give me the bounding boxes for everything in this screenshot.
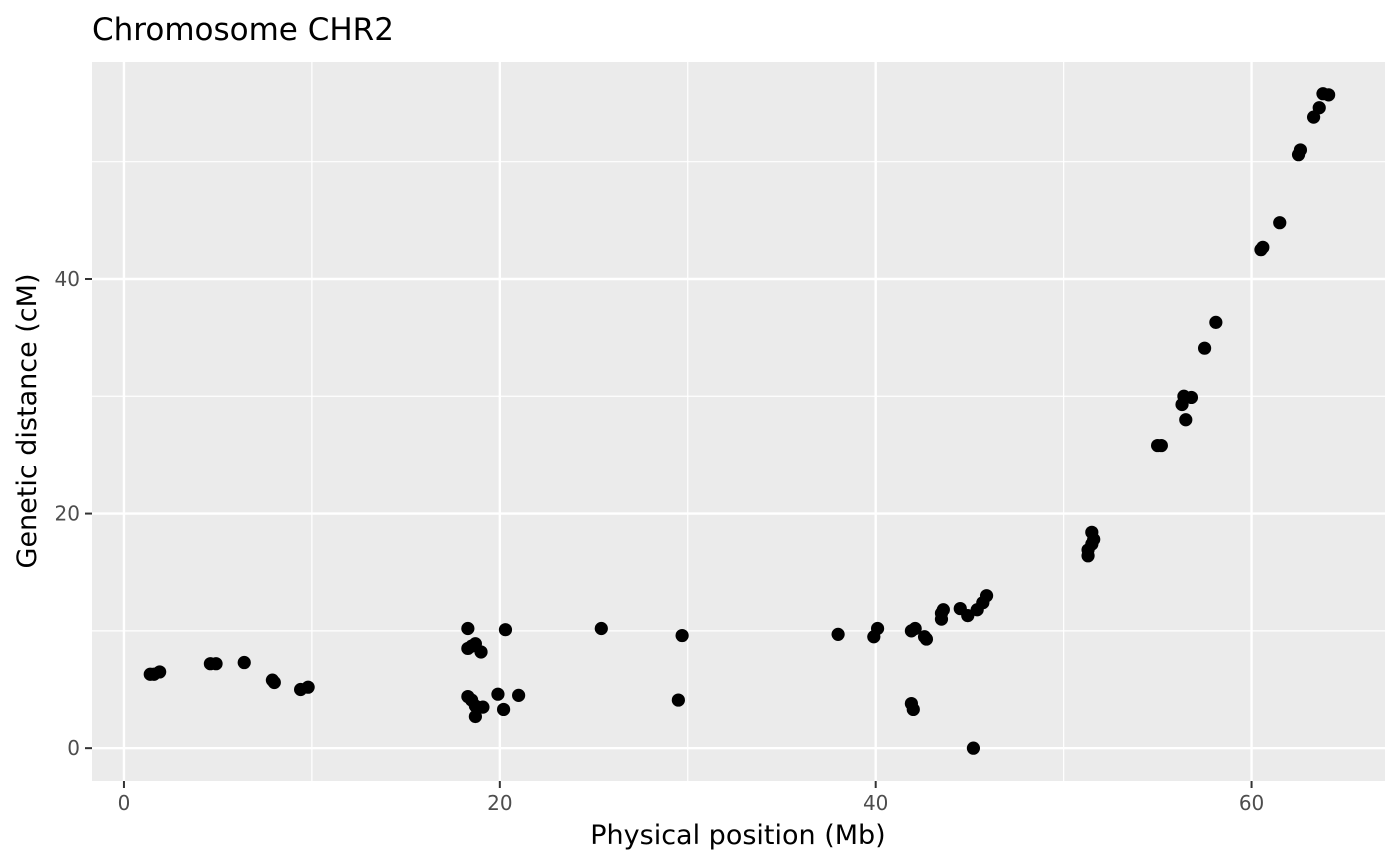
data-point <box>153 665 167 679</box>
x-tick-label: 40 <box>863 791 888 815</box>
plot-panel <box>92 62 1385 781</box>
data-point <box>474 645 488 659</box>
x-axis-title: Physical position (Mb) <box>590 820 885 851</box>
data-point <box>1209 315 1223 329</box>
data-point <box>671 693 685 707</box>
data-point <box>961 609 975 623</box>
data-point <box>301 680 315 694</box>
data-point <box>1179 413 1193 427</box>
data-point <box>498 623 513 637</box>
y-tick-label: 0 <box>67 736 80 760</box>
data-point <box>209 657 223 671</box>
tick-labels: 0 20 40 60 0 20 40 <box>55 267 1265 815</box>
data-point <box>1312 101 1326 115</box>
data-point <box>908 621 922 636</box>
chart-title: Chromosome CHR2 <box>92 12 394 48</box>
data-point <box>966 741 981 755</box>
data-point <box>496 702 511 717</box>
data-point <box>267 675 281 690</box>
data-point <box>934 612 949 626</box>
data-point <box>831 627 845 641</box>
data-point <box>919 632 934 646</box>
data-point <box>1256 240 1270 254</box>
data-point <box>1293 143 1308 157</box>
data-points <box>143 87 1336 755</box>
axis-ticks <box>85 277 1253 788</box>
data-point <box>1154 438 1168 453</box>
y-tick-label: 40 <box>55 267 80 291</box>
data-point <box>1085 525 1099 539</box>
data-point <box>468 709 482 724</box>
data-point <box>594 621 608 636</box>
data-point <box>675 628 689 643</box>
data-point <box>237 655 251 670</box>
y-axis-title: Genetic distance (cM) <box>12 274 43 569</box>
minor-gridlines <box>92 62 1385 781</box>
data-point <box>1273 216 1287 230</box>
data-point <box>979 589 994 603</box>
data-point <box>906 702 920 717</box>
data-point <box>491 687 505 701</box>
data-point <box>1197 341 1212 355</box>
x-tick-label: 0 <box>118 791 131 815</box>
data-point <box>512 688 526 702</box>
data-point <box>476 700 490 714</box>
x-tick-label: 20 <box>487 791 512 815</box>
y-tick-label: 20 <box>55 502 80 526</box>
major-gridlines <box>92 62 1385 781</box>
data-point <box>1184 390 1199 405</box>
data-point <box>870 621 885 636</box>
x-tick-label: 60 <box>1239 791 1264 815</box>
data-point <box>1322 88 1336 102</box>
data-point <box>461 621 475 636</box>
